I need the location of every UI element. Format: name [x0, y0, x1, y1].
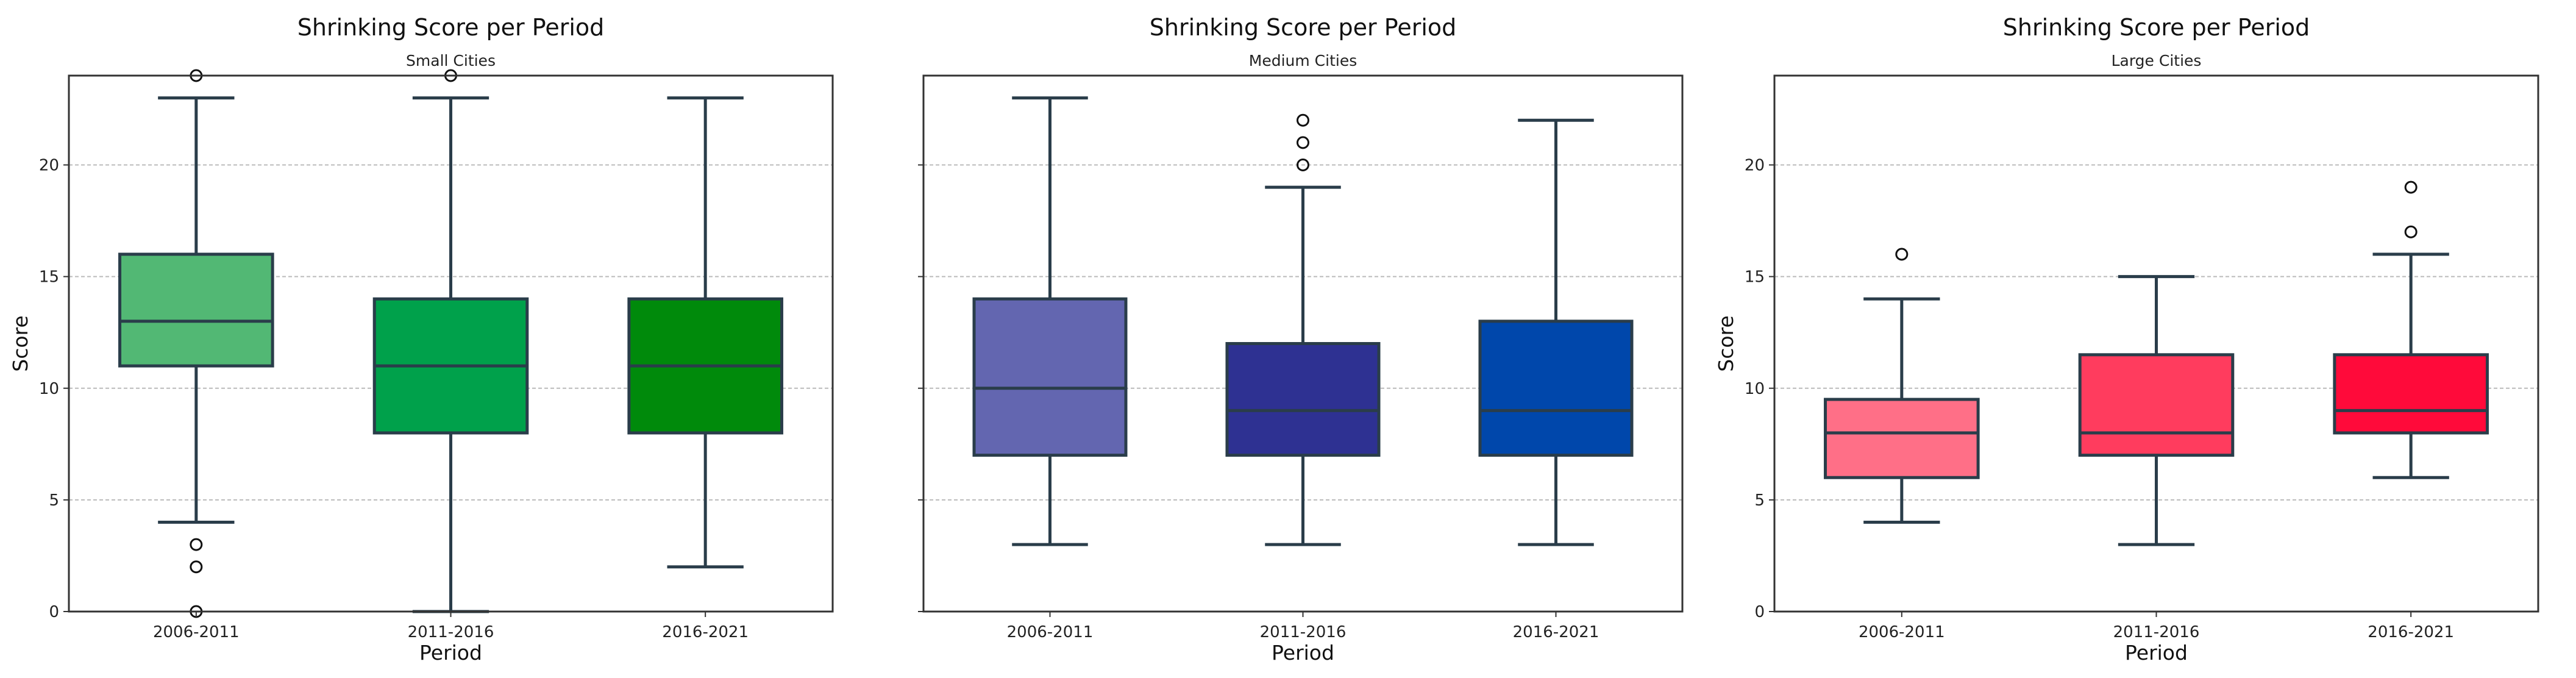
iqr-box	[2078, 353, 2235, 457]
outlier-point	[1297, 113, 1309, 127]
ytick-label: 15	[39, 268, 59, 287]
outlier-point	[190, 560, 203, 574]
chart-subtitle: Large Cities	[2112, 52, 2202, 70]
chart-title: Shrinking Score per Period	[297, 14, 605, 41]
ytick-label: 20	[39, 157, 59, 175]
box-2016-2021	[627, 96, 783, 569]
outlier-point	[1297, 136, 1309, 149]
ytick-label: 15	[1745, 268, 1765, 287]
xtick-label: 2006-2011	[1859, 623, 1945, 641]
panel-small-cities: Shrinking Score per Period Small Cities 0 5…	[9, 14, 834, 665]
ytick-label: 5	[49, 491, 59, 510]
xtick-label: 2011-2016	[408, 623, 494, 641]
box-2016-2021	[1478, 118, 1634, 546]
xtick-label: 2016-2021	[662, 623, 749, 641]
ytick-label: 5	[1754, 491, 1765, 510]
ytick-label: 0	[1754, 603, 1765, 621]
plot-frame	[1773, 74, 2539, 613]
xtick-label: 2011-2016	[1260, 623, 1347, 641]
outlier-point	[1297, 159, 1309, 171]
box-2006-2011	[972, 96, 1128, 546]
outlier-point	[1895, 248, 1909, 261]
xtick-label: 2011-2016	[2113, 623, 2200, 641]
chart-title: Shrinking Score per Period	[2003, 14, 2310, 41]
x-axis-label: Period	[419, 641, 482, 665]
box-2016-2021	[2333, 180, 2489, 479]
ytick-label: 10	[1745, 380, 1765, 398]
xtick-label: 2006-2011	[1007, 623, 1094, 641]
chart-subtitle: Medium Cities	[1249, 52, 1357, 70]
iqr-box	[2333, 353, 2489, 435]
xtick-label: 2016-2021	[1513, 623, 1599, 641]
y-axis-label: Score	[1714, 315, 1738, 371]
box-2011-2016	[2078, 275, 2235, 546]
ytick-label: 20	[1745, 157, 1765, 175]
iqr-box	[118, 252, 274, 368]
box-2006-2011	[118, 69, 274, 618]
panel-medium-cities: Shrinking Score per Period Medium Cities P…	[918, 14, 1684, 665]
outlier-point	[2404, 180, 2418, 194]
panel-large-cities: Shrinking Score per Period Large Cities 0 5…	[1714, 14, 2539, 665]
outlier-point	[2404, 225, 2418, 238]
y-axis-label: Score	[9, 315, 32, 371]
ytick-label: 0	[49, 603, 59, 621]
plot-frame	[68, 74, 834, 613]
box-2011-2016	[1225, 113, 1381, 546]
ytick-label: 10	[39, 380, 59, 398]
outlier-point	[190, 538, 203, 551]
box-2011-2016	[372, 69, 529, 613]
x-axis-label: Period	[2125, 641, 2188, 665]
iqr-box	[1225, 342, 1381, 457]
box-2006-2011	[1824, 248, 1980, 524]
chart-subtitle: Small Cities	[406, 52, 496, 70]
iqr-box	[972, 297, 1128, 457]
plot-frame	[922, 74, 1684, 613]
chart-title: Shrinking Score per Period	[1150, 14, 1457, 41]
iqr-box	[1478, 319, 1634, 457]
x-axis-label: Period	[1272, 641, 1334, 665]
iqr-box	[1824, 398, 1980, 479]
xtick-label: 2016-2021	[2368, 623, 2454, 641]
xtick-label: 2006-2011	[153, 623, 240, 641]
